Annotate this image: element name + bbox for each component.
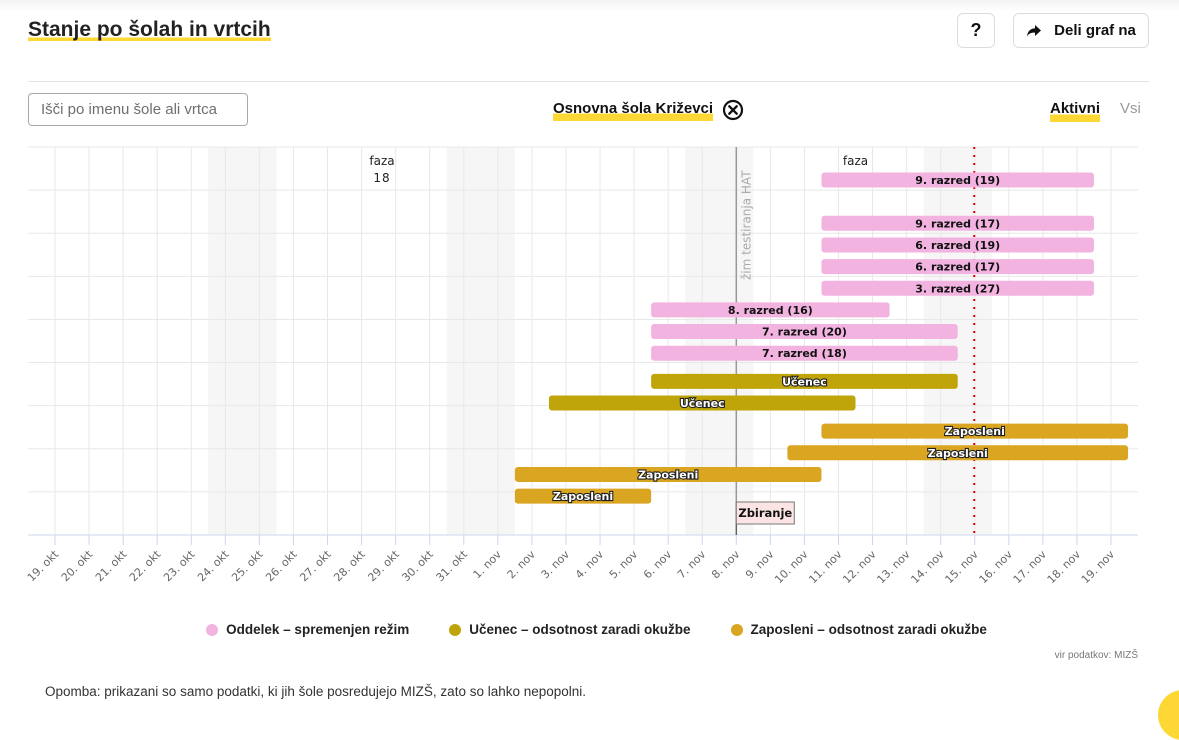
- legend-label-zaposleni: Zaposleni – odsotnost zaradi okužbe: [750, 622, 987, 637]
- bar-oddelek: [651, 345, 958, 361]
- x-tick-label: 18. nov: [1045, 548, 1084, 587]
- bar-zaposleni: [787, 445, 1129, 461]
- bar-zaposleni: [514, 488, 652, 504]
- zbiranje-marker: [735, 501, 795, 525]
- header-divider: [28, 81, 1149, 82]
- share-label: Deli graf na: [1054, 22, 1136, 39]
- bar-oddelek: [821, 280, 1094, 296]
- chart-legend: Oddelek – spremenjen režim Učenec – odso…: [0, 622, 1179, 637]
- bar-ucenec: [548, 395, 856, 411]
- phase-annotation-number: 18: [373, 171, 390, 185]
- share-button[interactable]: Deli graf na: [1013, 13, 1149, 48]
- x-tick-label: 12. nov: [840, 548, 879, 587]
- x-tick-label: 24. okt: [195, 547, 232, 584]
- bar-label: Zaposleni: [638, 468, 698, 481]
- page-title: Stanje po šolah in vrtcih: [28, 16, 271, 44]
- bar-label: 8. razred (16): [728, 304, 813, 317]
- x-tick-label: 22. okt: [127, 547, 164, 584]
- bar-oddelek: [821, 259, 1094, 275]
- phase-annotation: faza: [843, 154, 868, 168]
- share-arrow-icon: [1027, 24, 1042, 36]
- bar-label: Zaposleni: [553, 490, 613, 503]
- x-tick-label: 30. okt: [399, 547, 436, 584]
- legend-dot-ucenec: [449, 623, 462, 636]
- bar-label: Učenec: [782, 375, 827, 388]
- zbiranje-label: Zbiranje: [738, 506, 792, 520]
- legend-item-oddelek[interactable]: Oddelek – spremenjen režim: [192, 622, 409, 637]
- legend-label-oddelek: Oddelek – spremenjen režim: [226, 622, 410, 637]
- bar-oddelek: [821, 215, 1094, 231]
- top-shadow: [0, 0, 1179, 12]
- x-tick-label: 15. nov: [943, 548, 982, 587]
- x-tick-label: 13. nov: [874, 548, 913, 587]
- toggle-all[interactable]: Vsi: [1120, 100, 1141, 117]
- bar-label: Zaposleni: [928, 447, 988, 460]
- legend-dot-zaposleni: [730, 623, 743, 636]
- selected-school-label: Osnovna šola Križevci: [553, 99, 714, 121]
- bar-label: 9. razred (17): [915, 217, 1000, 230]
- x-tick-label: 5. nov: [607, 548, 641, 582]
- x-tick-label: 14. nov: [908, 548, 947, 587]
- bar-label: 6. razred (19): [915, 239, 1000, 252]
- bar-zaposleni: [514, 466, 822, 482]
- legend-item-ucenec[interactable]: Učenec – odsotnost zaradi okužbe: [435, 622, 691, 637]
- x-tick-label: 10. nov: [772, 548, 811, 587]
- x-tick-label: 17. nov: [1011, 548, 1050, 587]
- x-tick-label: 3. nov: [539, 548, 573, 582]
- footnote: Opomba: prikazani so samo podatki, ki ji…: [45, 684, 587, 699]
- bar-oddelek: [821, 237, 1094, 253]
- bar-label: Učenec: [680, 397, 725, 410]
- phase-annotation: faza: [369, 154, 394, 168]
- data-source: vir podatkov: MIZŠ: [1054, 650, 1138, 661]
- hat-label: žim testiranja HAT: [739, 170, 753, 280]
- bar-oddelek: [651, 324, 958, 340]
- x-tick-label: 21. okt: [93, 547, 130, 584]
- legend-label-ucenec: Učenec – odsotnost zaradi okužbe: [469, 622, 691, 637]
- x-tick-label: 19. okt: [25, 547, 62, 584]
- bar-label: 9. razred (19): [915, 174, 1000, 187]
- help-button[interactable]: ?: [957, 13, 995, 48]
- bar-oddelek: [821, 172, 1094, 188]
- toggle-active[interactable]: Aktivni: [1050, 100, 1101, 122]
- x-tick-label: 29. okt: [365, 547, 402, 584]
- floating-action-button[interactable]: [1158, 690, 1179, 740]
- x-tick-label: 11. nov: [806, 548, 845, 587]
- clear-school-icon[interactable]: [722, 99, 744, 121]
- x-tick-label: 25. okt: [229, 547, 266, 584]
- x-tick-label: 23. okt: [161, 547, 198, 584]
- bar-ucenec: [651, 373, 958, 389]
- bar-label: 6. razred (17): [915, 261, 1000, 274]
- x-tick-label: 20. okt: [59, 547, 96, 584]
- legend-item-zaposleni[interactable]: Zaposleni – odsotnost zaradi okužbe: [717, 622, 987, 637]
- x-tick-label: 4. nov: [573, 548, 607, 582]
- x-tick-label: 19. nov: [1079, 548, 1118, 587]
- school-search-input[interactable]: [28, 93, 248, 126]
- bar-label: 7. razred (20): [762, 326, 847, 339]
- bar-label: Zaposleni: [945, 425, 1005, 438]
- bar-oddelek: [651, 302, 890, 318]
- x-tick-label: 6. nov: [641, 548, 675, 582]
- x-tick-label: 2. nov: [505, 548, 539, 582]
- x-tick-label: 31. okt: [434, 547, 471, 584]
- legend-dot-oddelek: [206, 623, 219, 636]
- x-tick-label: 16. nov: [977, 548, 1016, 587]
- x-tick-label: 1. nov: [471, 548, 505, 582]
- bar-label: 7. razred (18): [762, 347, 847, 360]
- x-tick-label: 26. okt: [263, 547, 300, 584]
- bar-label: 3. razred (27): [915, 282, 1000, 295]
- bar-zaposleni: [821, 423, 1129, 439]
- x-tick-label: 27. okt: [297, 547, 334, 584]
- x-tick-label: 7. nov: [675, 548, 709, 582]
- x-tick-label: 28. okt: [331, 547, 368, 584]
- x-tick-label: 8. nov: [709, 548, 743, 582]
- help-label: ?: [970, 20, 982, 40]
